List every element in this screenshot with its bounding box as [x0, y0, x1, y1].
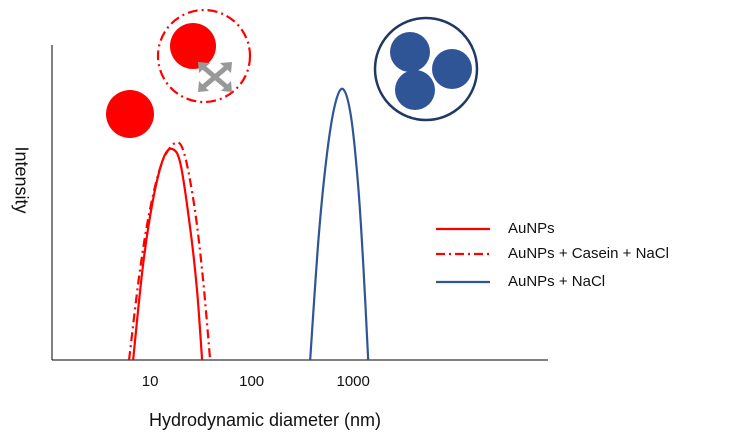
illustration-casein-np: [158, 10, 250, 102]
data-line: [133, 149, 202, 360]
legend-label: AuNPs + Casein + NaCl: [508, 245, 669, 262]
nanoparticle-icon: [106, 90, 154, 138]
nanoparticle-icon: [390, 32, 430, 72]
x-tick-label: 10: [142, 373, 159, 390]
data-line: [129, 142, 210, 360]
x-tick-label: 1000: [336, 373, 369, 390]
data-line: [310, 89, 368, 360]
legend-label: AuNPs + NaCl: [508, 273, 605, 290]
illustration-aggregate: [375, 18, 477, 120]
nanoparticle-icon: [432, 49, 472, 89]
nanoparticle-icon: [170, 23, 216, 69]
illustration-single-np: [106, 90, 154, 138]
cross-arrow-icon: [202, 66, 228, 88]
x-axis-title: Hydrodynamic diameter (nm): [149, 410, 381, 430]
legend-label: AuNPs: [508, 220, 555, 237]
y-axis-title: Intensity: [11, 146, 31, 213]
x-tick-label: 100: [239, 373, 264, 390]
nanoparticle-icon: [395, 70, 435, 110]
chart: Intensity Hydrodynamic diameter (nm) 10 1…: [0, 0, 736, 435]
